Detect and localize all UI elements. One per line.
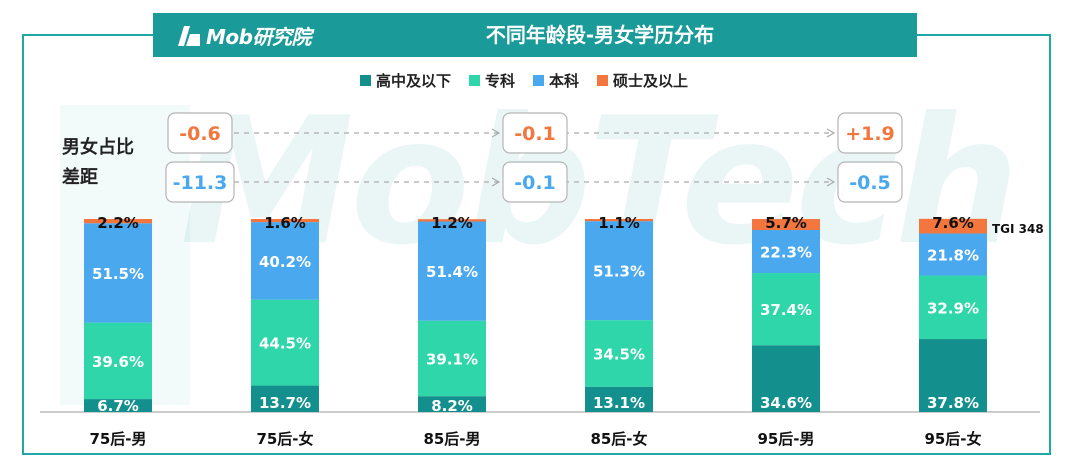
data-label: 21.8% bbox=[927, 247, 979, 265]
data-label: 34.5% bbox=[593, 345, 645, 363]
gap-value: -0.1 bbox=[514, 172, 556, 194]
legend-item-1: 专科 bbox=[469, 70, 515, 91]
data-label: 32.9% bbox=[927, 299, 979, 317]
data-label: 51.5% bbox=[92, 265, 144, 283]
bar-segment bbox=[919, 233, 987, 276]
chart-title: 不同年龄段-男女学历分布 bbox=[485, 23, 715, 47]
legend-swatch bbox=[360, 74, 371, 86]
data-label: 6.7% bbox=[97, 397, 139, 415]
data-label: 13.1% bbox=[593, 394, 645, 412]
gap-arrow bbox=[826, 177, 836, 187]
bar-segment bbox=[585, 320, 653, 387]
bar-segment bbox=[585, 219, 653, 222]
legend-label: 高中及以下 bbox=[376, 71, 452, 90]
category-label: 95后-男 bbox=[757, 430, 814, 448]
data-label: 39.1% bbox=[426, 350, 478, 368]
data-label: 39.6% bbox=[92, 353, 144, 371]
legend-label: 专科 bbox=[485, 71, 516, 90]
bar-segment bbox=[919, 339, 987, 412]
gap-arrow bbox=[826, 128, 836, 138]
category-label: 85后-男 bbox=[423, 430, 480, 448]
gap-value: -0.5 bbox=[849, 172, 891, 194]
gap-box bbox=[502, 112, 568, 154]
bar-segment bbox=[84, 399, 152, 412]
bar-segment bbox=[752, 273, 820, 346]
logo: Mob研究院 bbox=[176, 22, 311, 49]
gap-label-line2: 差距 bbox=[62, 167, 98, 188]
legend-item-2: 本科 bbox=[533, 70, 579, 91]
gap-value: -11.3 bbox=[173, 172, 228, 194]
bar-segment bbox=[84, 223, 152, 323]
bar-segment bbox=[919, 275, 987, 340]
legend-swatch bbox=[597, 74, 609, 86]
data-label: 2.2% bbox=[97, 214, 139, 232]
data-label: 34.6% bbox=[760, 394, 812, 412]
data-label: 1.1% bbox=[598, 214, 640, 232]
bar-segment bbox=[418, 320, 486, 397]
bar-segment bbox=[919, 218, 987, 234]
bar-segment bbox=[84, 322, 152, 400]
data-label: 44.5% bbox=[259, 335, 311, 353]
legend-label: 本科 bbox=[549, 71, 580, 90]
legend-swatch bbox=[469, 74, 481, 86]
gap-box bbox=[837, 161, 903, 203]
gap-box bbox=[167, 112, 233, 154]
data-label: 22.3% bbox=[760, 244, 812, 262]
category-label: 75后-男 bbox=[89, 430, 146, 448]
gap-arrow bbox=[491, 128, 501, 138]
bar-segment bbox=[84, 219, 152, 224]
gap-label: 男女占比 差距 bbox=[62, 133, 134, 193]
gap-box bbox=[165, 161, 235, 203]
category-label: 95后-女 bbox=[924, 430, 981, 448]
data-label: 51.4% bbox=[426, 263, 478, 281]
logo-text: Mob研究院 bbox=[206, 24, 311, 49]
gap-arrow bbox=[491, 177, 501, 187]
data-label: 7.6% bbox=[932, 214, 974, 232]
title-bar bbox=[153, 13, 917, 57]
bar-segment bbox=[418, 221, 486, 321]
gap-value: -0.6 bbox=[179, 123, 221, 145]
gap-value: +1.9 bbox=[845, 123, 895, 145]
bar-segment bbox=[251, 299, 319, 386]
bar-segment bbox=[251, 385, 319, 412]
logo-icon bbox=[178, 26, 200, 46]
bar-segment bbox=[418, 396, 486, 412]
legend-item-0: 高中及以下 bbox=[360, 70, 451, 91]
data-label: 51.3% bbox=[593, 263, 645, 281]
data-label: 13.7% bbox=[259, 394, 311, 412]
gap-box bbox=[837, 112, 903, 154]
bar-segment bbox=[251, 219, 319, 223]
bar-segment bbox=[585, 386, 653, 412]
gap-label-line1: 男女占比 bbox=[62, 137, 134, 158]
data-label: 5.7% bbox=[765, 214, 807, 232]
legend-label: 硕士及以上 bbox=[613, 71, 689, 90]
legend: 高中及以下 专科 本科 硕士及以上 bbox=[360, 70, 688, 90]
data-label: 1.2% bbox=[431, 214, 473, 232]
bar-segment bbox=[752, 345, 820, 412]
data-label: 37.8% bbox=[927, 394, 979, 412]
bar-segment bbox=[752, 219, 820, 231]
bar-segment bbox=[251, 222, 319, 300]
category-label: 75后-女 bbox=[256, 430, 313, 448]
bar-segment bbox=[752, 230, 820, 274]
legend-item-3: 硕士及以上 bbox=[597, 70, 688, 91]
legend-swatch bbox=[533, 74, 545, 86]
data-label: 1.6% bbox=[264, 214, 306, 232]
gap-value: -0.1 bbox=[514, 123, 556, 145]
tgi-annotation: TGI 348 bbox=[992, 222, 1044, 236]
bar-segment bbox=[585, 221, 653, 321]
data-label: 40.2% bbox=[259, 253, 311, 271]
gap-box bbox=[502, 161, 568, 203]
bar-segment bbox=[418, 219, 486, 222]
data-label: 37.4% bbox=[760, 301, 812, 319]
category-label: 85后-女 bbox=[590, 430, 647, 448]
data-label: 8.2% bbox=[431, 397, 473, 415]
